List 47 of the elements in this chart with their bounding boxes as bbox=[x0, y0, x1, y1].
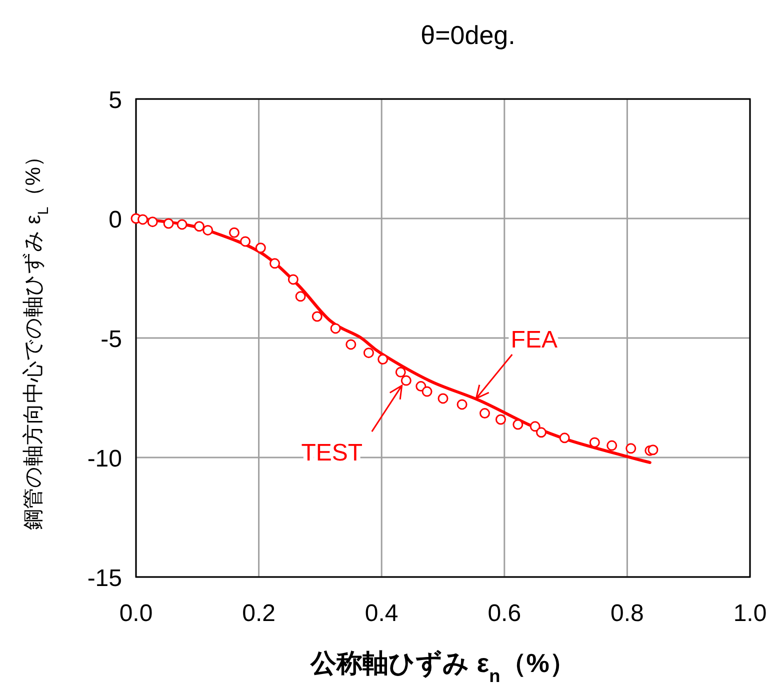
point bbox=[589, 437, 600, 448]
point bbox=[255, 242, 266, 254]
point bbox=[288, 274, 298, 285]
point bbox=[456, 399, 468, 410]
point bbox=[228, 227, 240, 238]
y-tick-label: -10 bbox=[87, 446, 122, 472]
point bbox=[559, 432, 570, 444]
point bbox=[330, 323, 341, 334]
y-tick-label: -15 bbox=[87, 565, 122, 592]
point bbox=[648, 444, 658, 456]
point bbox=[480, 408, 490, 419]
point bbox=[530, 421, 540, 432]
point bbox=[270, 258, 280, 269]
point bbox=[400, 375, 412, 386]
y-tick-label: -5 bbox=[100, 326, 122, 353]
point bbox=[606, 440, 618, 451]
point bbox=[346, 339, 356, 350]
x-tick-label: 0.0 bbox=[119, 600, 153, 627]
x-tick-label: 1.0 bbox=[733, 600, 767, 627]
point bbox=[176, 219, 188, 230]
point bbox=[495, 414, 506, 425]
point bbox=[512, 419, 524, 430]
point bbox=[378, 354, 388, 365]
point bbox=[312, 311, 322, 322]
point bbox=[422, 386, 432, 397]
point bbox=[202, 224, 214, 236]
point bbox=[194, 221, 204, 232]
point bbox=[240, 236, 251, 247]
point bbox=[438, 393, 448, 404]
point bbox=[626, 443, 636, 454]
annotation: TEST bbox=[301, 440, 363, 467]
x-tick-label: 0.6 bbox=[488, 600, 522, 627]
y-tick-label: 5 bbox=[108, 87, 122, 114]
x-axis-title: 公称軸ひずみ ε$_{n}$（%） bbox=[310, 648, 576, 684]
point bbox=[295, 291, 306, 302]
point bbox=[138, 214, 148, 225]
point bbox=[363, 348, 374, 358]
x-tick-label: 0.2 bbox=[242, 600, 276, 627]
y-tick-label: 0 bbox=[108, 206, 122, 234]
point bbox=[163, 218, 174, 229]
point bbox=[536, 427, 546, 438]
x-tick-label: 0.4 bbox=[364, 600, 398, 627]
annotation: FEA bbox=[510, 326, 558, 354]
chart-title: θ=0deg. bbox=[420, 20, 516, 50]
point bbox=[395, 366, 406, 378]
point bbox=[147, 216, 158, 228]
x-tick-label: 0.8 bbox=[610, 600, 644, 627]
